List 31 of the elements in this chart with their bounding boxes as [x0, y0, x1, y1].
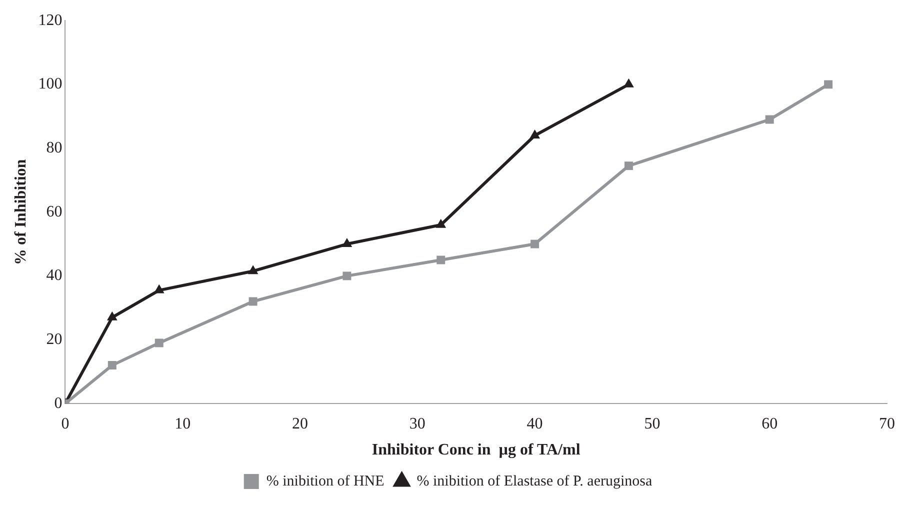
point	[824, 80, 833, 89]
point	[106, 311, 118, 320]
y-tick-label: 0	[54, 394, 62, 412]
y-tick-label: 120	[38, 12, 62, 29]
legend-label: % inibition of Elastase of P. aeruginosa	[416, 473, 652, 490]
x-tick-label: 70	[879, 415, 895, 432]
x-tick-label: 40	[526, 415, 543, 432]
y-axis-title: % of Inhibition	[12, 159, 30, 266]
point	[248, 297, 258, 306]
x-tick-label: 10	[174, 415, 191, 432]
point	[248, 265, 258, 274]
point	[342, 272, 352, 280]
point	[530, 240, 540, 248]
y-tick-label: 60	[46, 203, 62, 220]
point	[342, 238, 352, 248]
point	[154, 284, 164, 294]
point	[436, 256, 446, 264]
point	[436, 218, 446, 228]
x-tick-label: 30	[409, 415, 426, 432]
x-tick-label: 50	[644, 415, 660, 432]
point	[624, 162, 633, 170]
x-axis-title: Inhibitor Conc in µg of TA/ml	[372, 442, 581, 459]
y-tick-label: 80	[46, 139, 62, 156]
y-tick-label: 40	[46, 267, 62, 284]
x-tick-label: 20	[292, 415, 308, 432]
x-tick-label: 60	[762, 415, 778, 432]
y-tick-label: 20	[46, 330, 62, 348]
legend-label: % inibition of HNE	[266, 473, 384, 490]
y-tick-label: 100	[38, 76, 62, 93]
point	[765, 115, 774, 124]
point	[530, 130, 540, 138]
